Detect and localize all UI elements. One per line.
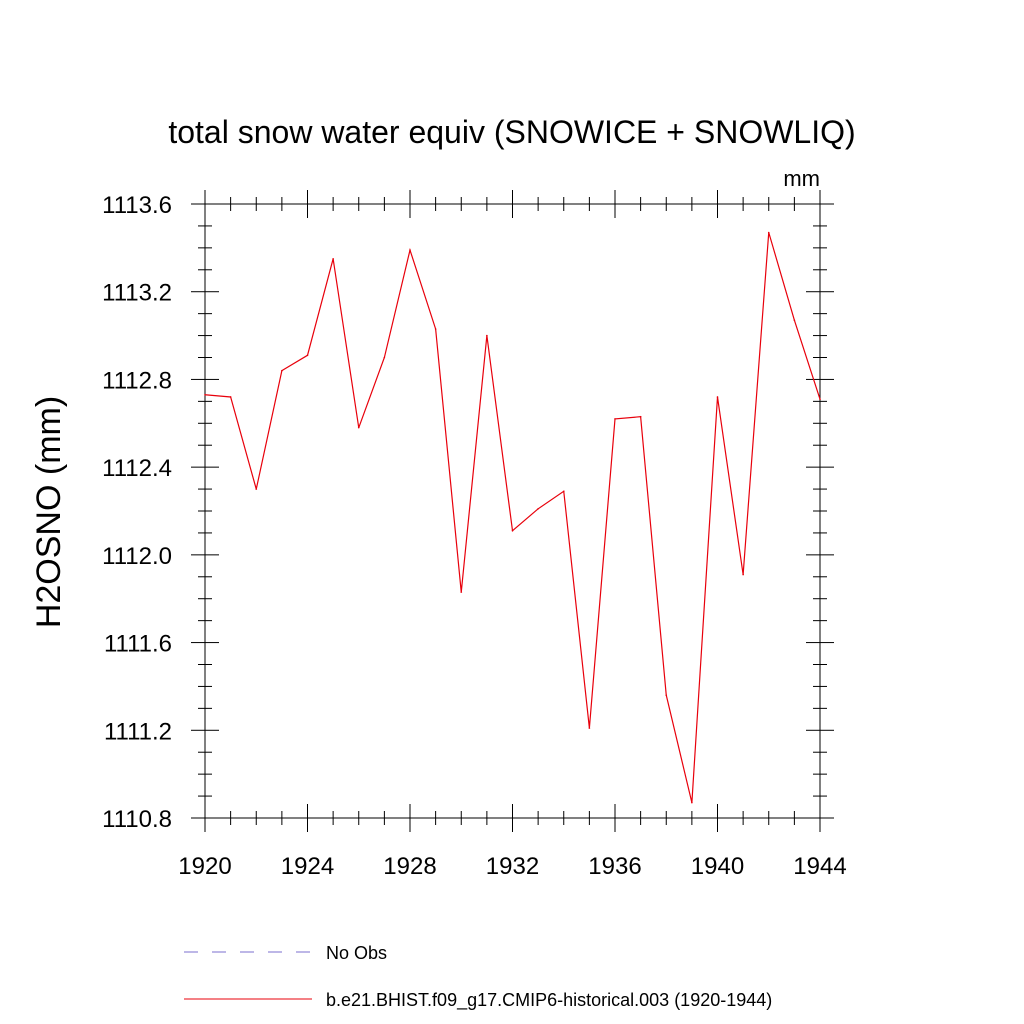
x-tick-label: 1928 xyxy=(383,853,436,880)
y-tick-label: 1111.6 xyxy=(104,631,172,658)
y-tick-label: 1112.0 xyxy=(102,543,172,570)
plot-frame xyxy=(204,203,821,819)
data-point xyxy=(460,591,463,593)
y-tick-label: 1112.4 xyxy=(102,455,172,482)
data-point xyxy=(614,418,616,420)
y-tick-label: 1112.8 xyxy=(102,367,172,394)
y-tick-label: 1111.2 xyxy=(104,718,172,745)
data-point xyxy=(255,488,258,490)
axis-ticks: 1920 1924 1928 1932 1936 1940 1944 1110.8 1111.2… xyxy=(102,190,847,880)
data-point xyxy=(306,354,309,357)
x-tick-label: 1924 xyxy=(281,853,334,880)
data-point xyxy=(486,334,488,337)
x-tick-label: 1920 xyxy=(178,853,231,880)
data-point xyxy=(665,694,668,696)
x-tick-label: 1936 xyxy=(588,853,641,880)
data-point xyxy=(434,328,437,330)
x-tick-label: 1944 xyxy=(793,853,846,880)
data-point xyxy=(639,415,642,418)
y-tick-label: 1110.8 xyxy=(102,806,172,833)
x-tick-label: 1932 xyxy=(486,853,539,880)
legend-label: b.e21.BHIST.f09_g17.CMIP6-historical.003… xyxy=(326,990,772,1011)
data-point xyxy=(537,508,539,510)
series-line xyxy=(204,232,821,803)
y-axis-label: H2OSNO (mm) xyxy=(30,396,68,628)
data-point xyxy=(767,231,770,234)
data-point xyxy=(281,369,283,372)
x-tick-label: 1940 xyxy=(691,853,744,880)
legend-label: No Obs xyxy=(326,943,387,963)
y-tick-label: 1113.2 xyxy=(102,280,172,307)
data-point xyxy=(204,393,206,396)
data-point xyxy=(229,396,232,398)
chart-title: total snow water equiv (SNOWICE + SNOWLI… xyxy=(168,114,855,150)
data-point xyxy=(357,426,360,429)
data-point xyxy=(819,398,821,400)
data-series xyxy=(204,231,821,804)
data-point xyxy=(383,356,386,359)
data-point xyxy=(511,529,514,532)
units-label: mm xyxy=(783,166,820,191)
data-point xyxy=(562,490,565,493)
data-point xyxy=(742,573,744,576)
data-point xyxy=(409,249,411,251)
data-point xyxy=(691,801,693,804)
data-point xyxy=(332,258,334,260)
y-tick-label: 1113.6 xyxy=(102,192,172,219)
legend: No Obs b.e21.BHIST.f09_g17.CMIP6-historic… xyxy=(184,943,772,1011)
data-point xyxy=(588,727,591,729)
data-point xyxy=(793,319,796,322)
data-point xyxy=(716,396,719,398)
